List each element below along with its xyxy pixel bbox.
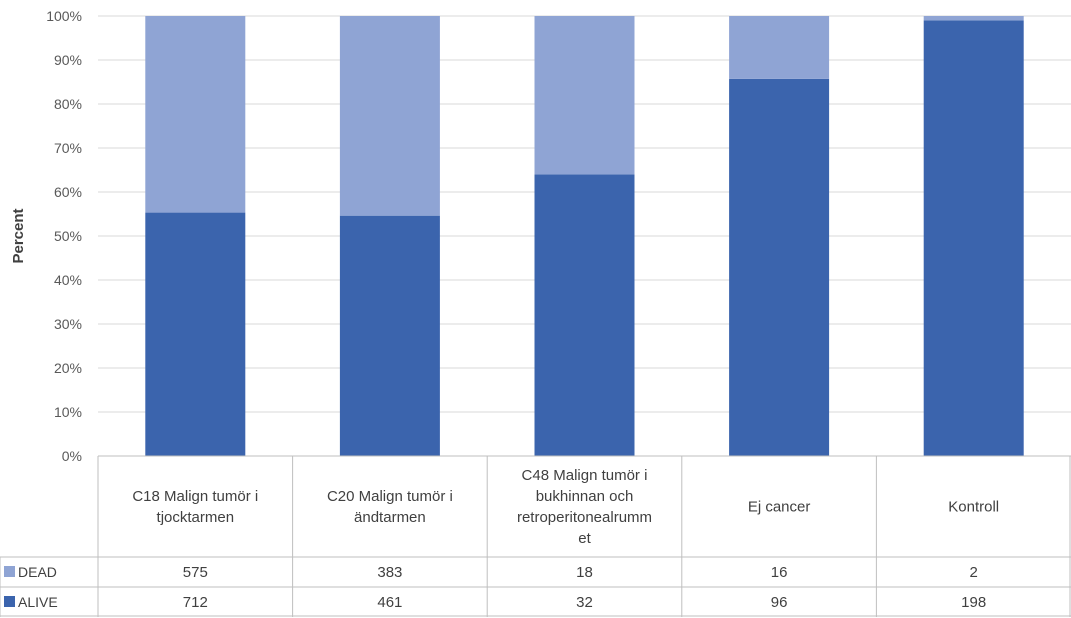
legend-label: ALIVE [18, 594, 58, 610]
table-value: 2 [970, 564, 978, 581]
y-tick-label: 10% [54, 404, 82, 420]
legend-key-dead [4, 566, 15, 577]
y-tick-label: 50% [54, 228, 82, 244]
y-tick-label: 0% [62, 448, 82, 464]
table-value: 96 [771, 594, 788, 611]
category-label: bukhinnan och [536, 488, 634, 505]
data-table: C18 Malign tumör i tjocktarmen C20 Malign … [0, 456, 1071, 617]
category-label: ändtarmen [354, 509, 426, 526]
y-tick-label: 20% [54, 360, 82, 376]
bar-segment-dead [924, 16, 1024, 20]
table-value: 32 [576, 594, 593, 611]
table-value: 461 [377, 594, 402, 611]
category-label: tjocktarmen [157, 509, 235, 526]
legend-label: DEAD [18, 564, 57, 580]
y-tick-label: 40% [54, 272, 82, 288]
y-axis-label: Percent [10, 208, 27, 263]
y-tick-label: 30% [54, 316, 82, 332]
table-value: 198 [961, 594, 986, 611]
category-label: C20 Malign tumör i [327, 488, 453, 505]
category-label: Kontroll [948, 499, 999, 516]
y-tick-label: 60% [54, 184, 82, 200]
bar-segment-alive [924, 20, 1024, 456]
category-label: Ej cancer [748, 499, 811, 516]
category-label: C18 Malign tumör i [132, 488, 258, 505]
bar-segment-dead [535, 16, 635, 174]
y-tick-label: 70% [54, 140, 82, 156]
y-tick-label: 80% [54, 96, 82, 112]
table-value: 16 [771, 564, 788, 581]
bar-segment-alive [340, 216, 440, 456]
y-tick-label: 90% [54, 52, 82, 68]
table-value: 18 [576, 564, 593, 581]
bar-segment-dead [729, 16, 829, 79]
bar-segment-alive [145, 213, 245, 456]
bar-segment-dead [340, 16, 440, 216]
category-label: retroperitonealrumm [517, 509, 652, 526]
y-axis-tick-labels: 0% 10% 20% 30% 40% 50% 60% 70% 80% 90% 100% [46, 8, 82, 464]
bar-segment-alive [535, 174, 635, 456]
table-value: 383 [377, 564, 402, 581]
y-tick-label: 100% [46, 8, 82, 24]
category-label: et [578, 530, 591, 547]
legend-key-alive [4, 596, 15, 607]
bar-segment-alive [729, 79, 829, 456]
bar-segment-dead [145, 16, 245, 213]
category-label: C48 Malign tumör i [522, 467, 648, 484]
table-value: 575 [183, 564, 208, 581]
table-value: 712 [183, 594, 208, 611]
